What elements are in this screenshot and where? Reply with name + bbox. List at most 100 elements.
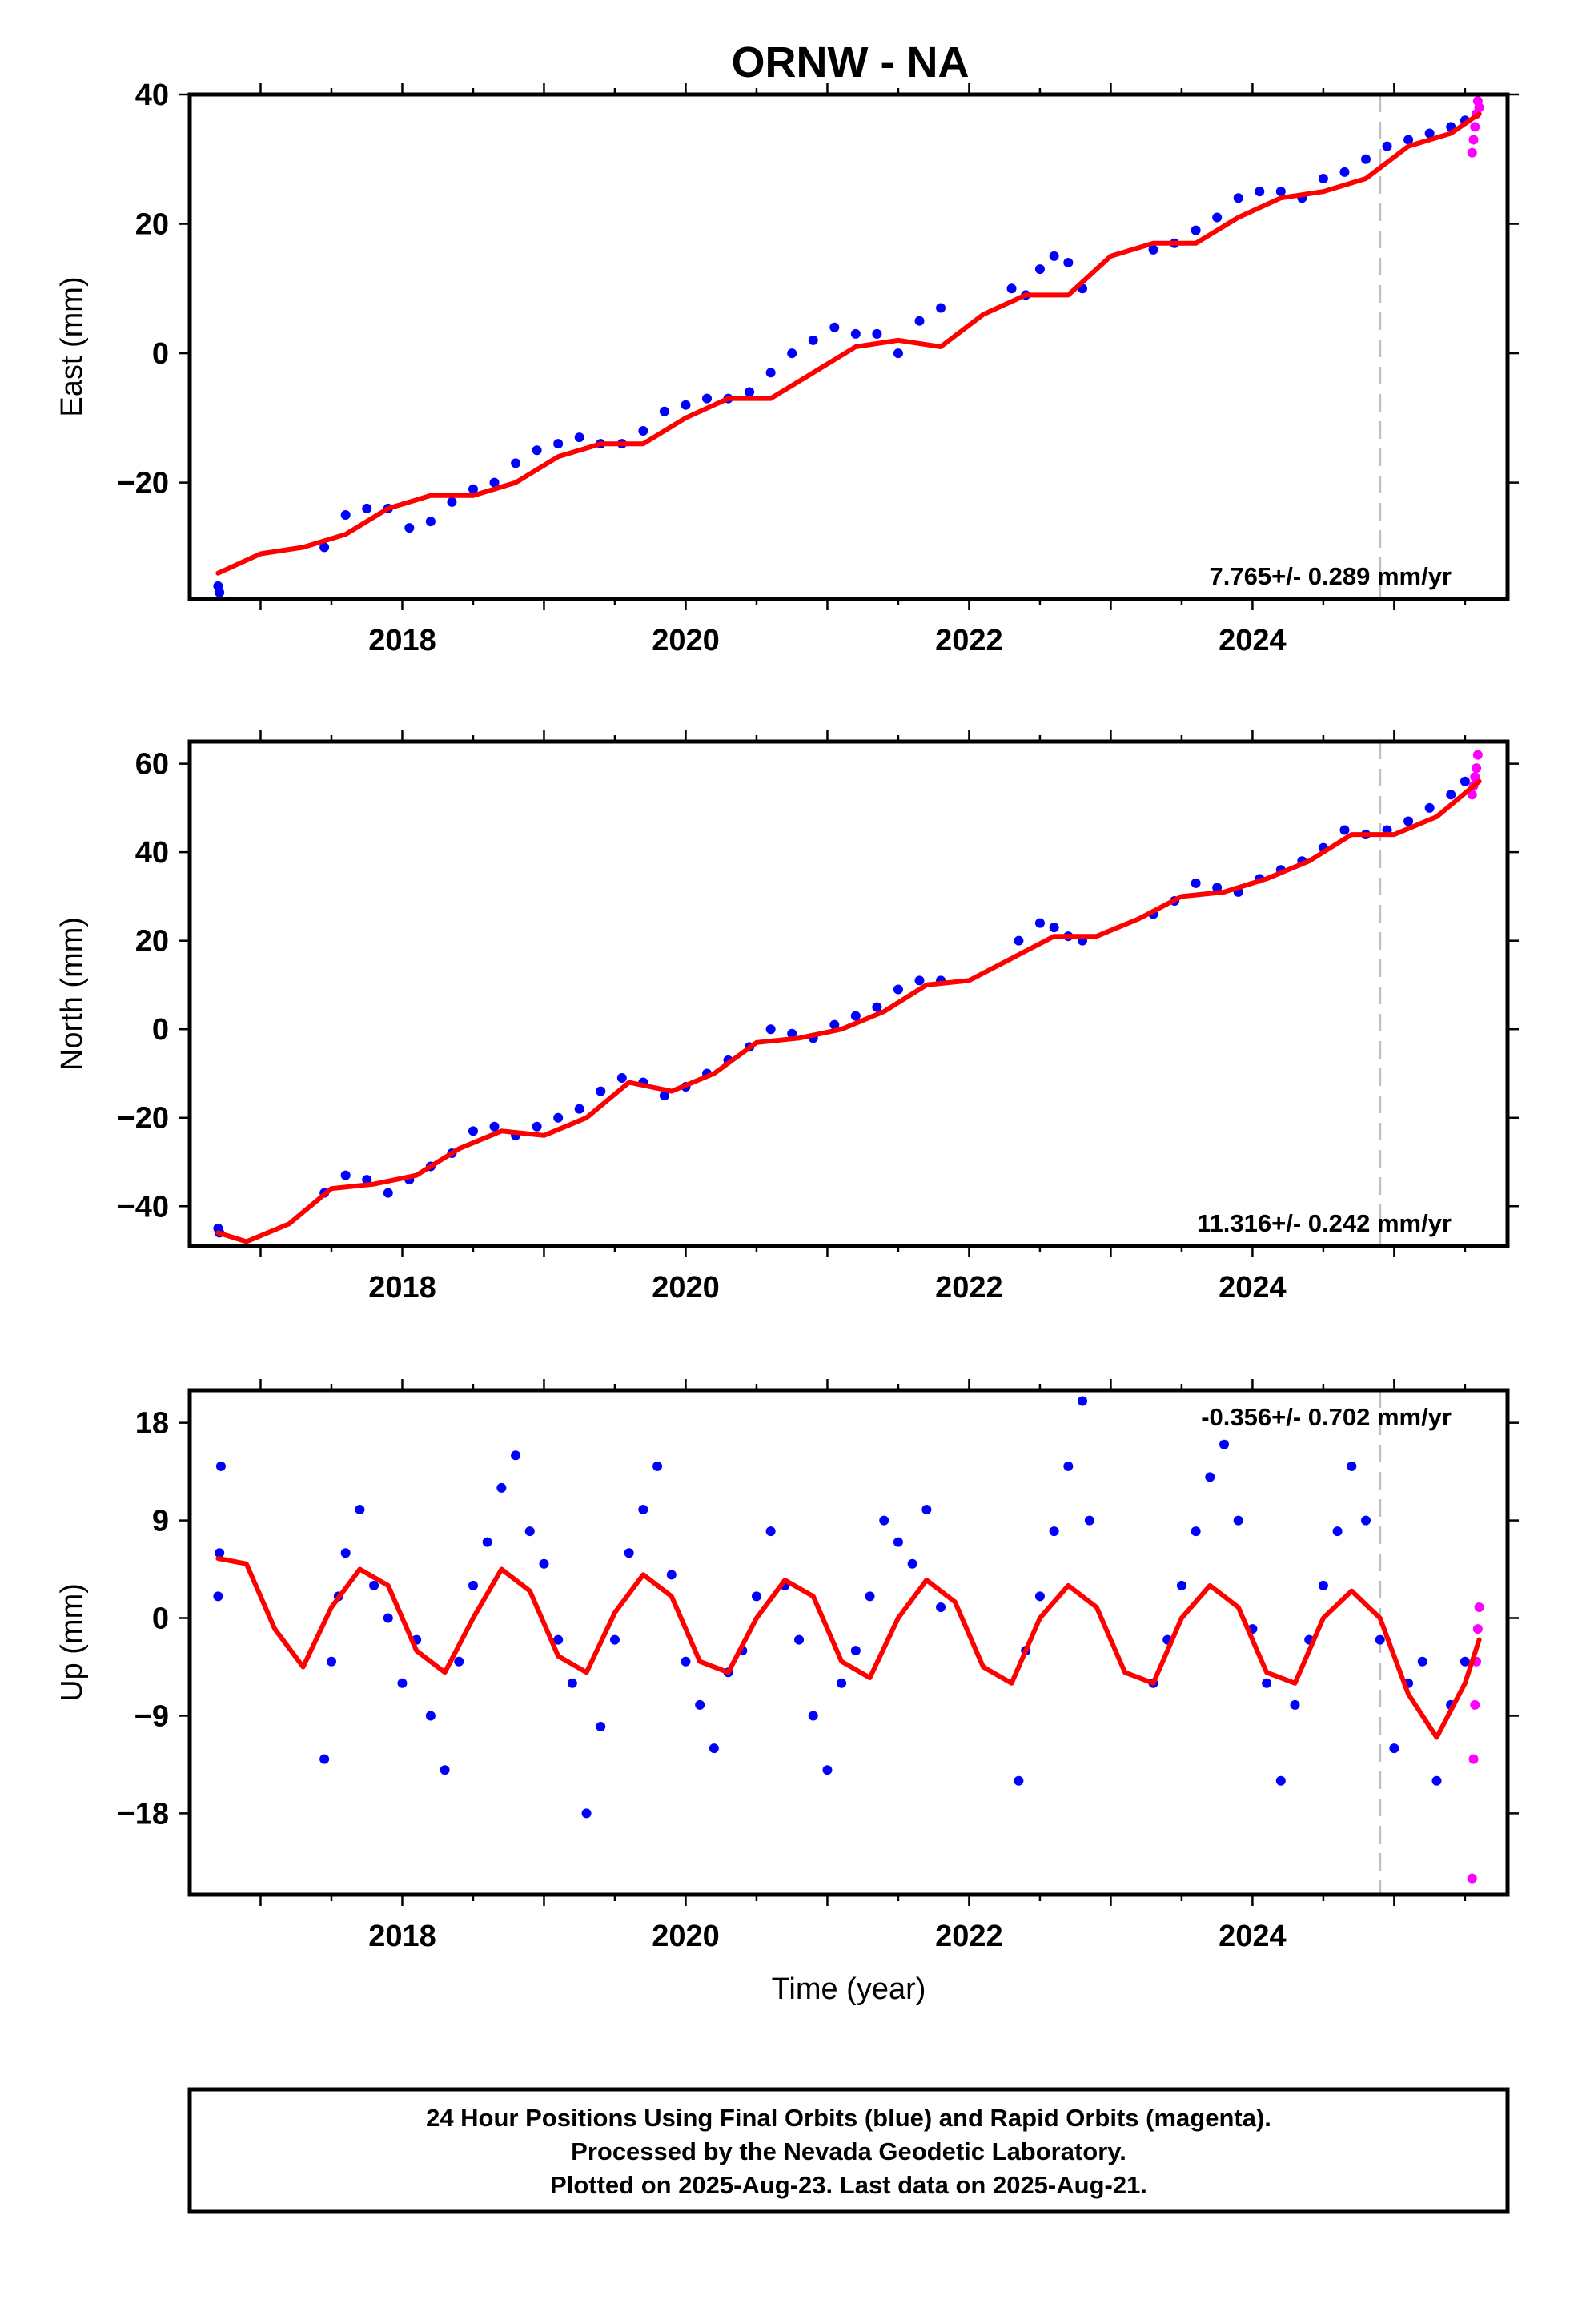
y-tick-label: 9 [152,1505,169,1538]
final-point [215,1548,225,1558]
y-tick-label: 20 [135,208,169,242]
panel-frame [187,739,1510,1248]
final-point [567,1678,577,1688]
model-fit-line [215,1556,1482,1740]
final-point [865,1591,875,1602]
final-point [1361,154,1371,164]
final-point [921,1505,932,1515]
final-point [1191,225,1201,235]
y-tick-label: −18 [118,1797,169,1831]
final-point [425,1711,436,1721]
final-point [454,1656,464,1667]
final-point [1212,883,1223,893]
final-point [1063,1461,1074,1471]
final-point [829,322,840,332]
final-point [1460,1656,1470,1667]
panel-2: 2018 2020 2022 2024 −40 −20 0 20 40 60 North (mm) 1… [55,730,1519,1305]
final-point [1375,1634,1385,1645]
final-point [765,1024,776,1035]
final-point [624,1548,634,1558]
final-point [829,1019,840,1030]
final-point [1361,1515,1371,1526]
final-point [1332,1526,1343,1537]
final-point [574,1104,584,1114]
footer-line-1: 24 Hour Positions Using Final Orbits (bl… [426,2104,1271,2132]
final-point [638,426,648,436]
rapid-point [1470,772,1480,782]
final-point [319,542,330,553]
final-point [596,1722,606,1731]
y-tick-label: 20 [135,925,169,959]
final-point [659,406,669,416]
final-point [638,1505,648,1515]
final-point [1446,790,1456,800]
final-point [1389,1743,1399,1754]
final-point [872,328,882,339]
panel-frame [187,1388,1510,1897]
final-point [1049,923,1059,933]
x-tick-label: 2020 [652,1271,720,1305]
plot-area [213,96,1484,597]
y-tick-label: −9 [135,1699,169,1733]
x-tick-label: 2018 [368,624,436,657]
final-point [1318,1580,1328,1590]
final-point [787,1028,797,1039]
final-point [532,1121,542,1132]
rapid-point [1472,1624,1483,1634]
y-tick-label: 0 [152,1602,169,1636]
final-point [1219,1439,1230,1449]
final-point [914,316,925,326]
final-point [511,1450,521,1461]
final-point [425,517,436,527]
final-point [489,477,500,488]
y-axis-label: East (mm) [55,276,89,416]
x-tick-label: 2020 [652,624,720,657]
final-point [215,1461,226,1471]
final-point [936,303,946,313]
rapid-point [1467,147,1477,158]
final-point [1417,1656,1427,1667]
final-point [837,1678,847,1688]
final-point [850,1646,861,1656]
final-point [447,497,457,507]
final-point [893,348,903,359]
x-tick-label: 2024 [1219,1271,1287,1305]
final-point [822,1765,833,1775]
final-point [404,523,415,533]
final-point [468,1580,478,1590]
footer-box: 24 Hour Positions Using Final Orbits (bl… [187,2087,1510,2214]
final-point [709,1743,719,1754]
final-point [765,1526,776,1537]
rapid-point [1472,763,1482,774]
footer-line-3: Plotted on 2025-Aug-23. Last data on 202… [550,2171,1147,2199]
final-point [340,1548,351,1558]
final-point [652,1461,663,1471]
final-point [1431,1775,1442,1786]
final-point [1255,187,1265,197]
x-tick-label: 2022 [935,1271,1003,1305]
final-point [1176,1580,1186,1590]
final-point [213,1591,223,1602]
final-point [383,1188,393,1198]
final-point [496,1482,507,1493]
final-point [340,1170,351,1180]
final-point [1049,1526,1059,1537]
final-point [1014,935,1024,946]
rapid-point [1467,1873,1477,1884]
final-point [1424,802,1435,813]
y-tick-label: −20 [118,467,169,501]
final-point [1148,244,1158,255]
final-point [702,393,713,404]
model-fit-line [215,111,1482,576]
final-point [659,1091,669,1101]
final-point [1424,128,1435,139]
final-point [1275,187,1286,197]
final-point [1403,816,1414,826]
y-tick-label: −20 [118,1102,169,1136]
final-point [1212,212,1223,223]
panel-frame [187,92,1510,601]
final-point [850,328,861,339]
x-tick-label: 2024 [1219,624,1287,657]
final-point [907,1558,917,1569]
